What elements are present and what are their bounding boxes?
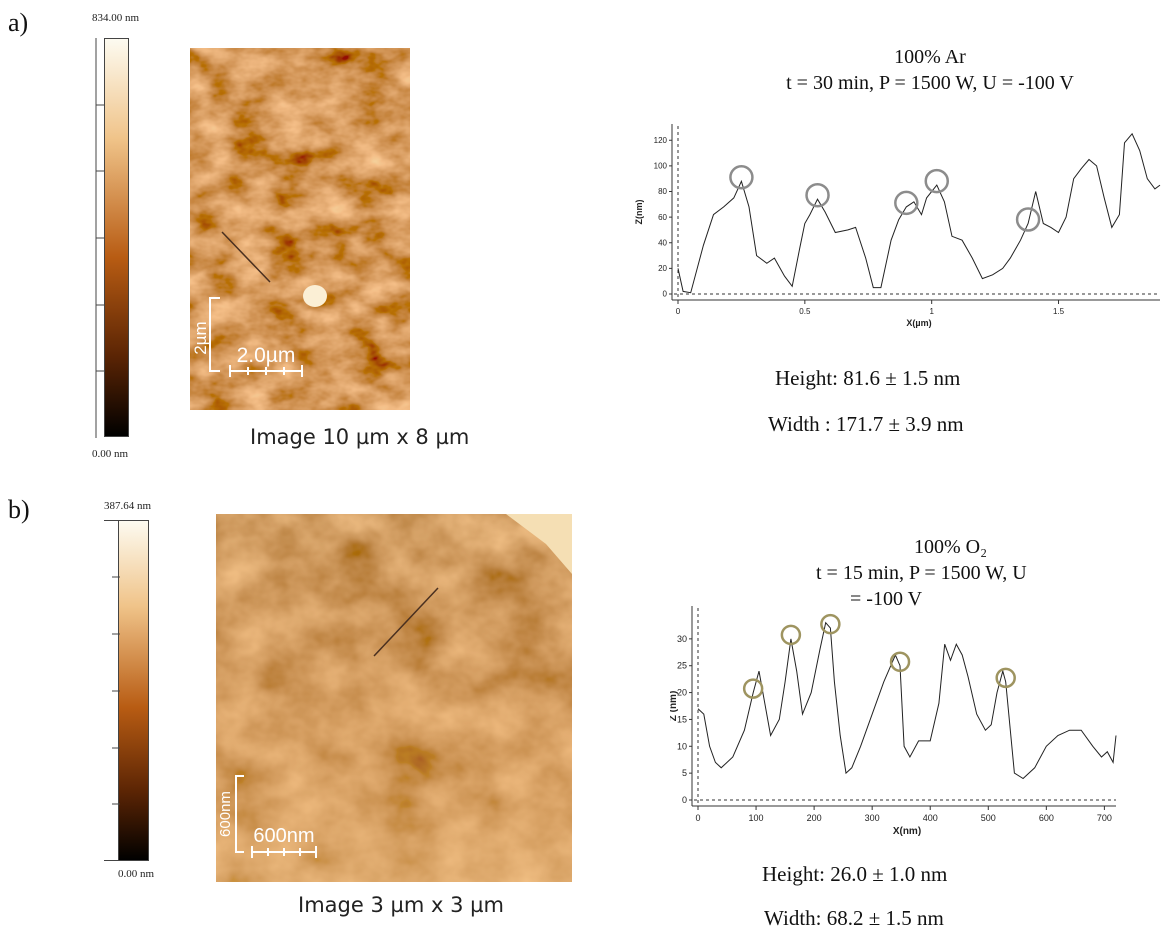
x-tick-label: 0 [676,307,681,316]
profile-chart-b: 0510152025300100200300400500600700X(nm)Z… [668,600,1130,845]
y-tick-label: 80 [658,187,667,196]
colorbar-b-min-label: 0.00 nm [118,868,155,880]
condition-b: 100% O₂ t = 15 min, P = 1500 W, U = -100… [790,534,1130,612]
condition-a-line1: 100% Ar [894,46,966,68]
peak-marker [729,165,754,190]
y-tick-label: 15 [677,714,687,724]
profile-line [697,621,1117,780]
x-tick-label: 700 [1097,813,1112,823]
colorbar-a-ticks [88,38,104,438]
y-tick-label: 5 [682,768,687,778]
measurement-b-width: Width: 68.2 ± 1.5 nm [764,906,944,930]
peak-marker [820,613,841,635]
peak-marker [995,667,1016,689]
peak-marker [889,651,911,672]
colorbar-a-max-label: 834.00 nm [92,12,140,24]
panel-label-a: a) [8,8,29,37]
peak-marker [780,624,802,646]
colorbar-a [92,38,144,443]
y-axis-label: Z (nm) [670,691,679,722]
y-tick-label: 20 [677,688,687,698]
measurement-a-height: Height: 81.6 ± 1.5 nm [775,366,961,390]
x-tick-label: 600 [1039,813,1054,823]
x-axis-label: X(nm) [893,826,921,837]
peak-marker [1015,207,1041,232]
y-tick-label: 20 [658,264,667,273]
y-tick-label: 25 [677,661,687,671]
afm-image-b: 600nm 600nm [216,514,572,887]
y-tick-label: 0 [682,795,687,805]
afm-a-scalebar-horizontal: 2.0µm [237,344,296,367]
x-tick-label: 1.5 [1053,307,1065,316]
condition-b-line3: = -100 V [850,588,923,610]
colorbar-a-min-label: 0.00 nm [92,448,129,460]
condition-a-line2: t = 30 min, P = 1500 W, U = -100 V [786,72,1074,94]
y-axis-label: Z(nm) [634,200,644,225]
x-tick-label: 500 [981,813,996,823]
panel-label-b: b) [8,495,30,524]
afm-b-scalebar-vertical: 600nm [217,791,234,837]
x-tick-label: 0.5 [799,307,811,316]
measurement-a-width: Width : 171.7 ± 3.9 nm [768,412,964,436]
peak-marker [894,190,919,216]
peak-marker [805,182,830,208]
profile-line [677,132,1161,294]
x-tick-label: 1 [929,307,934,316]
afm-b-caption: Image 3 µm x 3 µm [298,893,504,917]
x-tick-label: 400 [923,813,938,823]
x-tick-label: 300 [865,813,880,823]
colorbar-b-ticks [100,520,120,862]
y-tick-label: 100 [654,162,668,171]
x-tick-label: 0 [695,813,700,823]
afm-b-scalebar-horizontal: 600nm [253,825,314,847]
y-tick-label: 40 [658,238,667,247]
y-tick-label: 10 [677,741,687,751]
profile-chart-a: 0 20 40 60 80 100 120 0 0.5 1 1.5 X(µm) Z(nm) [628,118,1161,343]
y-tick-label: 120 [654,136,668,145]
x-tick-label: 100 [749,813,764,823]
y-tick-label: 60 [658,213,667,222]
condition-a: 100% Ar t = 30 min, P = 1500 W, U = -100… [730,44,1130,96]
condition-b-line2: t = 15 min, P = 1500 W, U [816,562,1027,584]
x-tick-label: 200 [807,813,822,823]
afm-image-a: 2µm 2.0µm [190,48,410,415]
condition-b-line1: 100% O₂ [914,536,988,558]
colorbar-b [118,520,158,867]
y-tick-label: 0 [663,290,668,299]
peak-marker [742,678,764,699]
y-tick-label: 30 [677,634,687,644]
x-axis-label: X(µm) [906,318,931,328]
afm-a-scalebar-vertical: 2µm [191,321,210,354]
measurement-b-height: Height: 26.0 ± 1.0 nm [762,862,948,886]
colorbar-b-max-label: 387.64 nm [104,500,152,512]
afm-a-caption: Image 10 µm x 8 µm [250,425,470,449]
peak-marker [924,168,950,194]
